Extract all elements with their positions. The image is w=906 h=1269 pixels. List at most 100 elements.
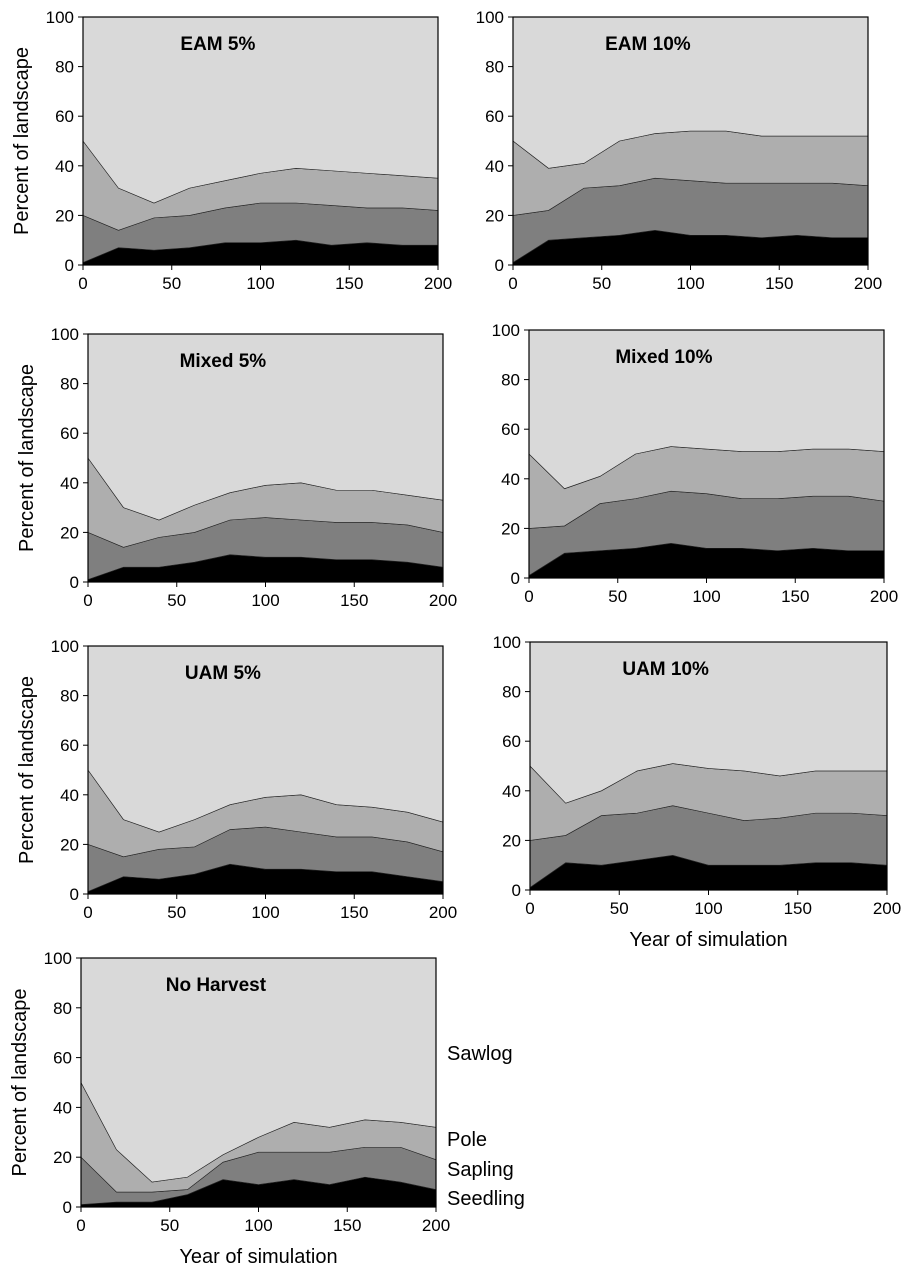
y-tick-label: 0 bbox=[65, 256, 74, 275]
x-tick-label: 50 bbox=[608, 587, 627, 606]
x-tick-label: 0 bbox=[508, 274, 517, 293]
x-tick-label: 0 bbox=[525, 899, 534, 918]
y-tick-label: 60 bbox=[485, 107, 504, 126]
x-tick-label: 200 bbox=[873, 899, 901, 918]
x-axis-title-no-harvest: Year of simulation bbox=[179, 1246, 337, 1268]
legend-label-sapling: Sapling bbox=[447, 1159, 514, 1181]
x-tick-label: 100 bbox=[246, 274, 274, 293]
x-tick-label: 150 bbox=[333, 1216, 361, 1235]
y-tick-label: 0 bbox=[495, 256, 504, 275]
y-tick-label: 100 bbox=[51, 637, 79, 656]
x-tick-label: 50 bbox=[162, 274, 181, 293]
x-tick-label: 150 bbox=[340, 591, 368, 610]
y-axis-title-mixed-5pct: Percent of landscape bbox=[16, 364, 38, 552]
x-tick-label: 0 bbox=[78, 274, 87, 293]
y-tick-label: 100 bbox=[46, 8, 74, 27]
x-tick-label: 100 bbox=[676, 274, 704, 293]
x-tick-label: 0 bbox=[83, 903, 92, 922]
chart-eam-10pct: 0 20 40 60 80 100 0 50 100 150 200 EAM 10% bbox=[476, 8, 883, 293]
y-tick-label: 0 bbox=[511, 569, 520, 588]
y-tick-label: 0 bbox=[512, 881, 521, 900]
chart-mixed-5pct: 0 20 40 60 80 100 0 50 100 150 200 Mixed 5% Percent … bbox=[16, 325, 457, 610]
panel-title-eam-10pct: EAM 10% bbox=[605, 34, 691, 55]
x-tick-label: 50 bbox=[160, 1216, 179, 1235]
y-tick-label: 20 bbox=[501, 519, 520, 538]
y-tick-label: 60 bbox=[60, 736, 79, 755]
panel-title-eam-5pct: EAM 5% bbox=[180, 34, 255, 55]
panel-title-uam-5pct: UAM 5% bbox=[185, 663, 261, 684]
y-tick-label: 0 bbox=[70, 885, 79, 904]
x-tick-label: 200 bbox=[424, 274, 452, 293]
x-tick-label: 100 bbox=[251, 591, 279, 610]
legend-label-pole: Pole bbox=[447, 1129, 487, 1151]
y-tick-label: 60 bbox=[60, 424, 79, 443]
y-tick-label: 40 bbox=[53, 1098, 72, 1117]
x-tick-label: 200 bbox=[429, 591, 457, 610]
y-tick-label: 40 bbox=[55, 157, 74, 176]
y-tick-label: 80 bbox=[502, 683, 521, 702]
y-tick-label: 0 bbox=[63, 1198, 72, 1217]
y-tick-label: 80 bbox=[60, 687, 79, 706]
chart-uam-5pct: 0 20 40 60 80 100 0 50 100 150 200 UAM 5% Percent of… bbox=[16, 637, 457, 922]
x-tick-label: 0 bbox=[76, 1216, 85, 1235]
x-tick-label: 0 bbox=[83, 591, 92, 610]
y-tick-label: 40 bbox=[60, 474, 79, 493]
chart-eam-5pct: 0 20 40 60 80 100 0 50 100 150 200 EAM 5% Percent of… bbox=[11, 8, 452, 293]
y-tick-label: 20 bbox=[60, 523, 79, 542]
x-tick-label: 200 bbox=[854, 274, 882, 293]
y-axis-title-no-harvest: Percent of landscape bbox=[9, 989, 31, 1177]
y-tick-label: 80 bbox=[485, 58, 504, 77]
y-axis-title-eam-5pct: Percent of landscape bbox=[11, 47, 33, 235]
legend-label-sawlog: Sawlog bbox=[447, 1043, 513, 1065]
x-tick-label: 100 bbox=[694, 899, 722, 918]
x-tick-label: 200 bbox=[870, 587, 898, 606]
y-tick-label: 40 bbox=[60, 786, 79, 805]
y-tick-label: 80 bbox=[60, 375, 79, 394]
chart-mixed-10pct: 0 20 40 60 80 100 0 50 100 150 200 Mixed 10% bbox=[492, 321, 899, 606]
y-tick-label: 20 bbox=[502, 831, 521, 850]
y-tick-label: 20 bbox=[485, 206, 504, 225]
x-tick-label: 0 bbox=[524, 587, 533, 606]
y-tick-label: 40 bbox=[485, 157, 504, 176]
y-tick-label: 100 bbox=[51, 325, 79, 344]
x-tick-label: 50 bbox=[167, 591, 186, 610]
x-tick-label: 150 bbox=[335, 274, 363, 293]
chart-uam-10pct: 0 20 40 60 80 100 0 50 100 150 200 UAM 10% Year of s… bbox=[493, 633, 902, 951]
y-tick-label: 100 bbox=[492, 321, 520, 340]
y-tick-label: 0 bbox=[70, 573, 79, 592]
panel-title-mixed-10pct: Mixed 10% bbox=[615, 347, 712, 368]
x-tick-label: 200 bbox=[422, 1216, 450, 1235]
y-tick-label: 80 bbox=[501, 371, 520, 390]
x-tick-label: 150 bbox=[784, 899, 812, 918]
y-tick-label: 20 bbox=[60, 835, 79, 854]
x-tick-label: 200 bbox=[429, 903, 457, 922]
y-tick-label: 100 bbox=[44, 949, 72, 968]
y-tick-label: 40 bbox=[502, 782, 521, 801]
legend-label-seedling: Seedling bbox=[447, 1188, 525, 1210]
x-axis-title-uam-10pct: Year of simulation bbox=[629, 929, 787, 951]
panel-title-uam-10pct: UAM 10% bbox=[622, 659, 709, 680]
legend: Sawlog Pole Sapling Seedling bbox=[447, 1043, 525, 1210]
panel-title-mixed-5pct: Mixed 5% bbox=[180, 351, 267, 372]
y-tick-label: 20 bbox=[55, 206, 74, 225]
y-tick-label: 80 bbox=[55, 58, 74, 77]
y-tick-label: 60 bbox=[55, 107, 74, 126]
x-tick-label: 100 bbox=[692, 587, 720, 606]
y-tick-label: 100 bbox=[493, 633, 521, 652]
y-axis-title-uam-5pct: Percent of landscape bbox=[16, 676, 38, 864]
x-tick-label: 50 bbox=[610, 899, 629, 918]
x-tick-label: 100 bbox=[244, 1216, 272, 1235]
x-tick-label: 150 bbox=[781, 587, 809, 606]
y-tick-label: 20 bbox=[53, 1148, 72, 1167]
y-tick-label: 100 bbox=[476, 8, 504, 27]
y-tick-label: 60 bbox=[502, 732, 521, 751]
y-tick-label: 40 bbox=[501, 470, 520, 489]
x-tick-label: 50 bbox=[592, 274, 611, 293]
x-tick-label: 150 bbox=[765, 274, 793, 293]
x-tick-label: 100 bbox=[251, 903, 279, 922]
chart-no-harvest: 0 20 40 60 80 100 0 50 100 150 200 No Harvest Percen… bbox=[9, 949, 450, 1268]
x-tick-label: 150 bbox=[340, 903, 368, 922]
y-tick-label: 60 bbox=[53, 1049, 72, 1068]
